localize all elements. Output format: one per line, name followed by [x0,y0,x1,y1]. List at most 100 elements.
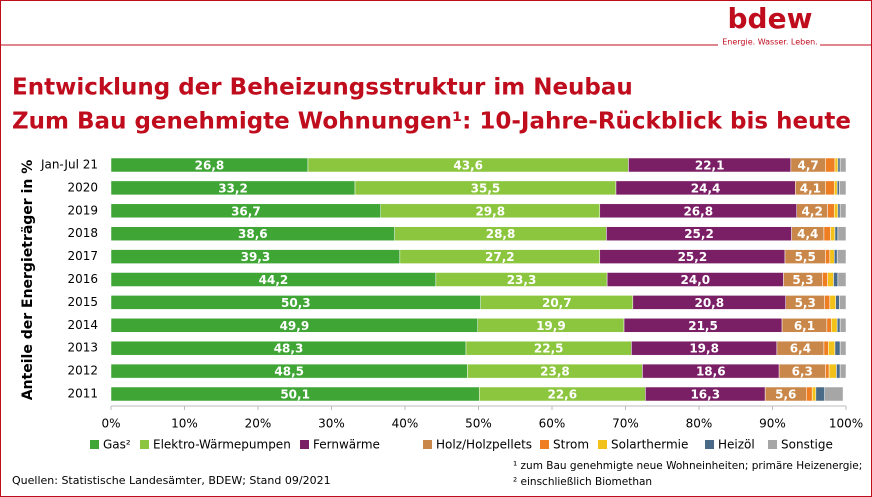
data-label: 24,4 [691,181,721,195]
bar-segment [806,386,813,402]
legend-label: Sonstige [781,438,833,452]
bar-segment [828,340,836,356]
legend-swatch [540,440,549,449]
y-tick-label: 2018 [67,226,98,240]
y-tick-label: 2012 [67,364,98,378]
data-label: 4,2 [802,204,823,218]
y-axis-label: Anteile der Energieträger in % [20,160,36,401]
data-label: 22,1 [695,159,725,173]
x-tick-label: 60% [539,417,566,431]
bar-segment [831,318,838,333]
bar-segment [826,318,832,333]
x-tick-label: 50% [465,417,492,431]
bar-segment [833,180,838,196]
legend-swatch [300,440,309,449]
bar-segment [833,249,838,264]
data-label: 50,1 [280,388,310,402]
x-tick-label: 0% [101,417,120,431]
bar-segment [839,340,847,356]
data-label: 5,3 [795,296,816,310]
data-label: 26,8 [195,159,225,173]
bar-segment [825,363,830,379]
data-label: 21,5 [688,319,718,333]
y-tick-label: 2014 [67,318,98,332]
data-label: 48,3 [274,342,304,356]
bar-segment [823,340,829,356]
data-label: 28,8 [486,227,516,241]
bar-segment [824,295,831,310]
legend-swatch [705,440,714,449]
legend-label: Solarthermie [611,438,688,452]
bar-segment [828,363,837,379]
data-label: 22,5 [534,342,564,356]
x-tick-label: 80% [686,417,713,431]
y-tick-label: 2011 [67,387,98,401]
y-tick-label: 2017 [67,249,98,263]
bar-segment [829,295,836,310]
bar-segment [833,203,839,219]
bar-segment [811,386,817,402]
bar-segment [829,249,835,264]
legend-label: Fernwärme [313,438,380,452]
legend-swatch [423,440,432,449]
data-label: 20,8 [694,296,724,310]
x-tick-label: 10% [171,417,198,431]
bar-segment [839,363,847,379]
y-tick-label: 2020 [67,180,98,194]
data-label: 5,6 [775,388,796,402]
data-label: 22,6 [547,388,577,402]
bar-segment [827,272,834,287]
bar-segment [834,340,841,356]
bar-segment [825,180,835,196]
legend-label: Holz/Holzpellets [436,438,532,452]
legend-label: Gas² [103,438,131,452]
x-tick-label: 100% [829,417,863,431]
data-label: 6,3 [792,365,813,379]
legend-label: Elektro-Wärmepumpen [153,438,291,452]
bar-segment [836,363,841,379]
data-label: 29,8 [475,204,505,218]
y-tick-label: 2016 [67,272,98,286]
data-label: 25,2 [684,227,714,241]
source: Quellen: Statistische Landesämter, BDEW;… [12,474,331,487]
bar-segment [834,226,839,241]
bar-segment [824,386,844,402]
data-label: 6,4 [790,342,811,356]
bar-segment [839,157,847,173]
bar-segment [825,249,831,264]
legend-swatch [768,440,777,449]
data-label: 25,2 [678,250,708,264]
bar-segment [833,272,839,287]
x-tick-label: 70% [612,417,639,431]
x-tick-label: 30% [318,417,345,431]
data-label: 19,9 [536,319,566,333]
x-tick-label: 40% [392,417,419,431]
data-label: 19,8 [689,342,719,356]
bar-segment [822,272,828,287]
data-label: 20,7 [542,296,572,310]
y-tick-label: Jan-Jul 21 [40,158,98,172]
data-label: 38,6 [238,227,268,241]
data-label: 6,1 [794,319,815,333]
x-tick-label: 20% [245,417,272,431]
data-label: 23,8 [540,365,570,379]
chart-subtitle: Zum Bau genehmigte Wohnungen¹: 10-Jahre-… [12,109,851,135]
legend-swatch [90,440,99,449]
legend-swatch [140,440,149,449]
bar-segment [823,226,831,241]
data-label: 49,9 [280,319,310,333]
data-label: 33,2 [218,181,248,195]
data-label: 4,4 [797,227,818,241]
bar-segment [837,272,847,287]
data-label: 26,8 [683,204,713,218]
data-label: 39,3 [241,250,271,264]
bar-segment [839,318,847,333]
y-tick-label: 2013 [67,341,98,355]
data-label: 24,0 [681,273,711,287]
data-label: 50,3 [281,296,311,310]
bar-segment [825,157,836,173]
data-label: 43,6 [453,159,483,173]
data-label: 5,3 [792,273,813,287]
